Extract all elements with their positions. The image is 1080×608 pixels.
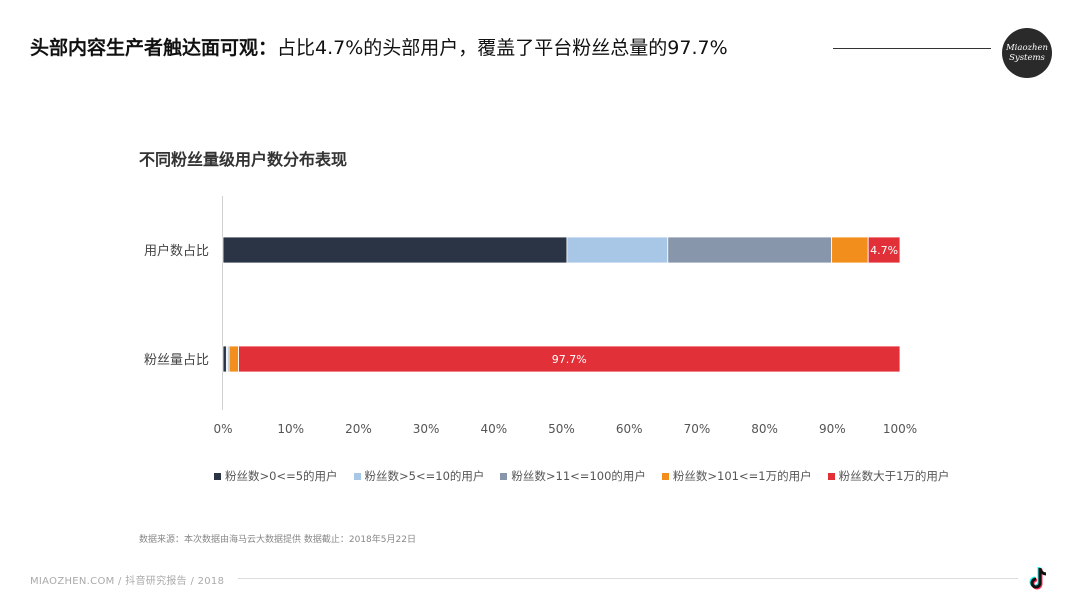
legend-swatch: [661, 472, 669, 480]
x-tick-label: 30%: [413, 422, 440, 436]
x-tick-label: 60%: [616, 422, 643, 436]
category-label: 粉丝量占比: [144, 353, 209, 368]
footer-text: MIAOZHEN.COM / 抖音研究报告 / 2018: [30, 576, 225, 587]
legend-swatch: [500, 472, 508, 480]
page-headline: 头部内容生产者触达面可观：占比4.7%的头部用户，覆盖了平台粉丝总量的97.7%: [30, 33, 728, 60]
chart-title: 不同粉丝量级用户数分布表现: [139, 150, 348, 169]
legend-swatch: [214, 472, 221, 480]
legend-item: 粉丝数大于1万的用户: [827, 468, 950, 484]
x-tick-label: 10%: [277, 422, 304, 436]
miaozhen-logo: Miaozhen Systems: [1002, 28, 1052, 78]
x-tick-label: 20%: [345, 422, 372, 436]
bar-segment: [228, 345, 239, 373]
headline-normal: 占比4.7%的头部用户，覆盖了平台粉丝总量的97.7%: [277, 37, 728, 59]
legend-item: 粉丝数>0<=5的用户: [214, 468, 338, 484]
legend-label: 粉丝数大于1万的用户: [838, 469, 950, 483]
data-label: 4.7%: [870, 244, 898, 257]
x-tick-label: 40%: [480, 422, 507, 436]
legend-label: 粉丝数>11<=100的用户: [511, 469, 646, 483]
legend-item: 粉丝数>101<=1万的用户: [661, 468, 812, 484]
category-label: 用户数占比: [144, 243, 209, 259]
bar-segment: [831, 236, 869, 264]
bar-segment: [238, 345, 901, 373]
x-tick-label: 0%: [213, 422, 232, 436]
legend-swatch: [353, 472, 361, 480]
logo-line1: Miaozhen: [1005, 43, 1049, 53]
bar-segment: [222, 236, 568, 264]
legend-item: 粉丝数>11<=100的用户: [500, 468, 646, 484]
x-tick-label: 70%: [684, 422, 711, 436]
data-label: 97.7%: [552, 353, 587, 366]
bar-segment: [867, 236, 901, 264]
headline-bold: 头部内容生产者触达面可观：: [30, 37, 278, 59]
x-tick-label: 100%: [883, 422, 917, 436]
bar-segment: [566, 236, 669, 264]
legend-label: 粉丝数>0<=5的用户: [225, 469, 338, 483]
logo-line2: Systems: [1009, 53, 1045, 63]
x-tick-label: 90%: [819, 422, 846, 436]
bar-segment: [222, 345, 227, 373]
data-source-note: 数据来源：本次数据由海马云大数据提供 数据截止：2018年5月22日: [139, 535, 416, 545]
bar-segment: [667, 236, 833, 264]
footer-divider: [238, 578, 1018, 579]
header-divider: [833, 48, 991, 49]
chart-legend: 粉丝数>0<=5的用户 粉丝数>5<=10的用户 粉丝数>11<=100的用户 粉丝数…: [214, 468, 949, 484]
x-tick-label: 80%: [751, 422, 778, 436]
tiktok-icon: [1029, 567, 1047, 590]
legend-swatch: [827, 472, 835, 480]
legend-item: 粉丝数>5<=10的用户: [353, 468, 485, 484]
x-tick-label: 50%: [548, 422, 575, 436]
legend-label: 粉丝数>101<=1万的用户: [672, 469, 812, 483]
legend-label: 粉丝数>5<=10的用户: [364, 469, 485, 483]
